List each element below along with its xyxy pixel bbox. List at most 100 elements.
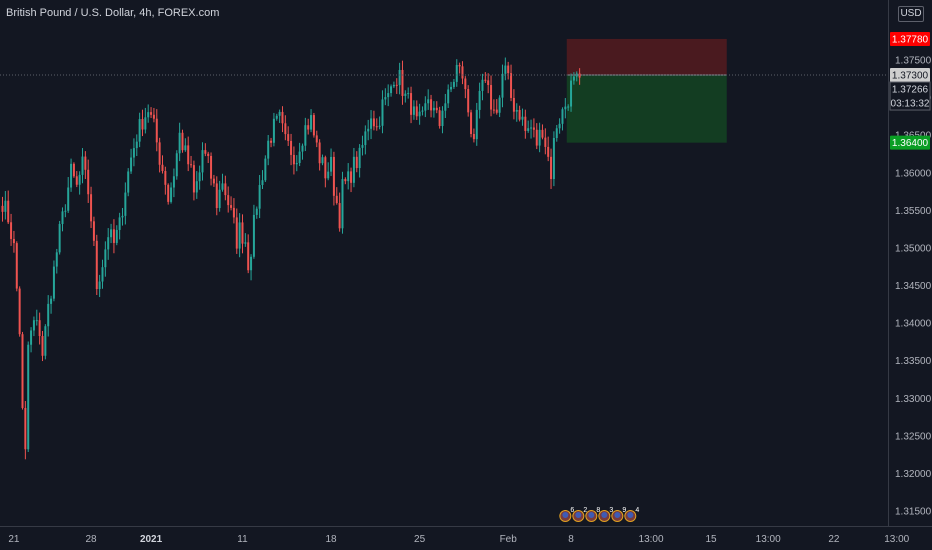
candle — [464, 76, 467, 99]
candle — [301, 143, 304, 160]
candle — [430, 94, 433, 118]
price-axis-tags: 1.37780 1.37300 1.37266 03:13:32 1.36400 — [889, 31, 931, 150]
svg-text:1.37266: 1.37266 — [892, 85, 929, 96]
event-flag-icon[interactable]: 9 — [611, 507, 627, 522]
price-tick-label: 1.33500 — [895, 356, 932, 367]
candle — [544, 128, 547, 155]
symbol-title[interactable]: British Pound / U.S. Dollar, 4h, FOREX.c… — [6, 7, 220, 19]
price-tick-label: 1.37500 — [895, 56, 932, 67]
candle — [364, 125, 367, 155]
candle — [467, 85, 470, 117]
candle — [72, 162, 75, 178]
candle — [564, 98, 567, 119]
candle — [532, 118, 535, 138]
candle — [78, 171, 81, 195]
currency-button[interactable]: USD — [898, 6, 924, 22]
svg-text:2: 2 — [583, 507, 587, 514]
price-tick-label: 1.34500 — [895, 281, 932, 292]
candle — [304, 117, 307, 152]
candle — [172, 168, 175, 198]
candle — [347, 163, 350, 190]
price-tick-label: 1.34000 — [895, 319, 932, 330]
time-axis[interactable]: 21 28 2021 11 18 25 Feb 8 13:00 15 13:00 22 13:00 — [8, 534, 909, 545]
candle — [527, 120, 530, 133]
candle — [167, 183, 170, 205]
candle — [181, 129, 184, 153]
svg-text:4: 4 — [635, 507, 639, 514]
candle — [578, 68, 581, 85]
candle — [561, 107, 564, 131]
candlestick-series[interactable] — [1, 57, 581, 460]
candle — [158, 137, 161, 173]
svg-text:1.37780: 1.37780 — [892, 34, 929, 45]
economic-events[interactable]: 6 2 8 3 9 4 — [559, 507, 640, 522]
candle — [270, 137, 273, 148]
candle — [250, 254, 253, 281]
candle — [384, 88, 387, 106]
candle — [90, 186, 93, 228]
candle — [310, 109, 313, 133]
candle — [27, 341, 30, 452]
time-tick-label: 28 — [86, 534, 98, 545]
candle — [207, 151, 210, 164]
candle — [61, 207, 64, 232]
candle — [427, 89, 430, 110]
time-tick-label: 22 — [828, 534, 840, 545]
candle — [258, 175, 261, 219]
candle — [410, 86, 413, 124]
candle — [324, 155, 327, 188]
take-profit-zone[interactable] — [566, 75, 727, 143]
candle — [175, 150, 178, 180]
event-flag-icon[interactable]: 2 — [572, 507, 588, 522]
event-flag-icon[interactable]: 8 — [585, 507, 601, 522]
candle — [264, 155, 267, 183]
event-flag-icon[interactable]: 6 — [559, 507, 575, 522]
candle — [32, 316, 35, 337]
position-zones[interactable] — [566, 38, 727, 143]
candle — [372, 110, 375, 131]
candle — [70, 158, 73, 192]
candle — [144, 107, 147, 134]
candle — [541, 124, 544, 140]
candle — [407, 87, 410, 99]
last-price-tag: 1.37266 — [890, 82, 930, 97]
candle — [155, 109, 158, 152]
candle — [444, 93, 447, 118]
candle — [198, 165, 201, 190]
candle — [321, 154, 324, 166]
event-flag-icon[interactable]: 3 — [598, 507, 614, 522]
candle — [315, 130, 318, 148]
event-flag-icon[interactable]: 4 — [624, 507, 640, 522]
candle — [404, 90, 407, 103]
candle — [255, 206, 258, 219]
candle — [387, 84, 390, 107]
candle — [412, 100, 415, 120]
candle — [495, 99, 498, 115]
candle — [395, 78, 398, 94]
candle — [192, 160, 195, 201]
candle — [452, 79, 455, 89]
candle — [432, 101, 435, 118]
candle — [164, 166, 167, 195]
time-tick-label: 13:00 — [639, 534, 664, 545]
svg-text:6: 6 — [570, 507, 574, 514]
candle — [244, 233, 247, 247]
candle — [50, 295, 53, 314]
candle — [241, 214, 244, 254]
candle — [201, 142, 204, 181]
candle — [18, 286, 21, 337]
price-tick-label: 1.36000 — [895, 168, 932, 179]
candle — [370, 110, 373, 140]
candle — [44, 324, 47, 360]
candle — [98, 274, 101, 298]
stop-loss-zone[interactable] — [566, 38, 727, 76]
candle — [552, 131, 555, 187]
candle — [130, 148, 133, 174]
candle — [170, 182, 173, 204]
candle — [338, 192, 341, 232]
svg-text:1.37300: 1.37300 — [892, 71, 929, 82]
price-tick-label: 1.31500 — [895, 507, 932, 518]
candle — [501, 64, 504, 108]
